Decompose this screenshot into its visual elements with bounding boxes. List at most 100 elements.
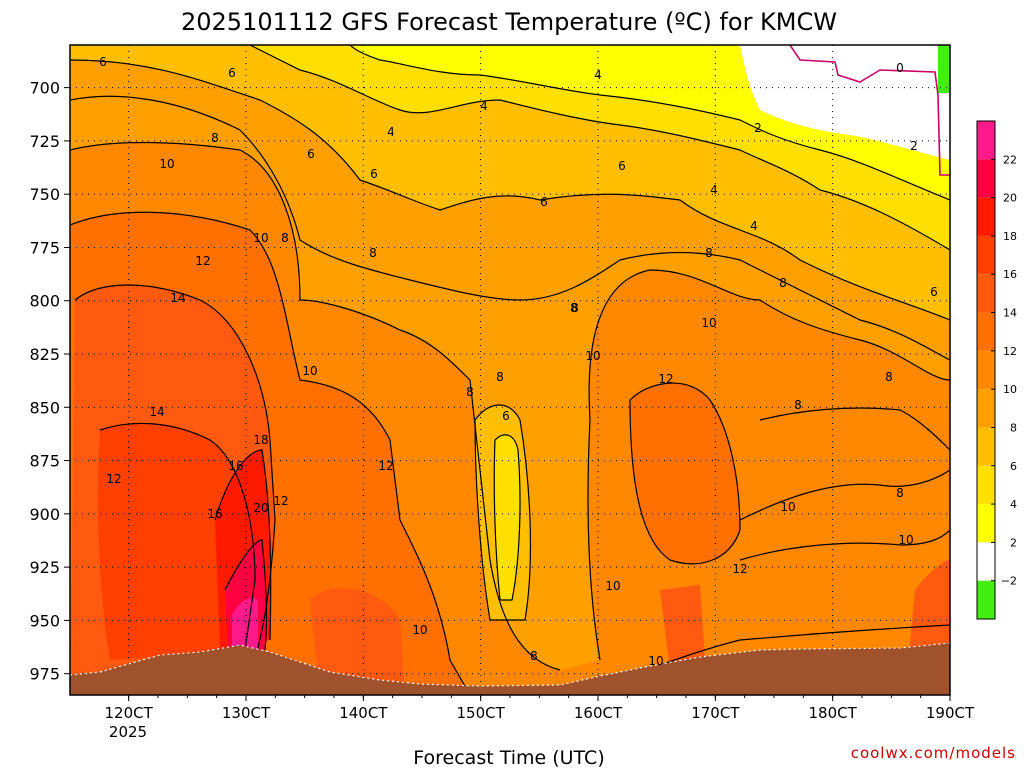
- contour-lines: [70, 45, 950, 695]
- contour-4-mid: [493, 434, 521, 601]
- contour-label: 12: [378, 459, 393, 473]
- contour-12-east: [629, 382, 741, 565]
- colorbar-frame: [976, 120, 996, 620]
- contour-0: [789, 45, 950, 176]
- colorbar-segment: [977, 235, 995, 275]
- y-tick-label: 925: [29, 558, 60, 577]
- colorbar: 22 20 18 16 14 12 10 8 6 4 2 −2: [976, 120, 1017, 620]
- colorbar-segment: [977, 580, 995, 619]
- contour-8-lowright: [739, 469, 950, 521]
- contour-label: 2: [754, 121, 762, 135]
- colorbar-segment: [977, 389, 995, 428]
- contour-16: [99, 422, 256, 651]
- contour-label: 6: [930, 285, 938, 299]
- contour-label: 8: [281, 231, 289, 245]
- contour-label: 6: [502, 409, 510, 423]
- terrain-edge: [70, 642, 950, 687]
- contour-label: 8: [896, 486, 904, 500]
- contour-label: 10: [648, 654, 663, 668]
- contour-6: [70, 59, 950, 321]
- band-below-neg2c: [938, 45, 950, 93]
- chart-title: 2025101112 GFS Forecast Temperature (ºC)…: [181, 8, 837, 36]
- y-tick-label: 975: [29, 665, 60, 684]
- y-axis: 700 725 750 775 800 825 850 875 900 925 950 975: [29, 79, 70, 684]
- y-tick-label: 800: [29, 292, 60, 311]
- contour-label: 16: [228, 459, 243, 473]
- contour-label: 4: [387, 125, 395, 139]
- colorbar-segment: [977, 504, 995, 543]
- contour-12: [70, 211, 471, 695]
- contour-label: 10: [605, 579, 620, 593]
- contour-label: 12: [273, 494, 288, 508]
- contour-2: [349, 45, 950, 201]
- contour-18: [214, 449, 272, 641]
- contour-label: 10: [302, 364, 317, 378]
- band-16c: [98, 423, 255, 660]
- colorbar-segment: [977, 312, 995, 351]
- x-tick-label: 150CT: [457, 704, 506, 722]
- colorbar-label: −2: [1001, 575, 1017, 588]
- contour-label: 8: [570, 301, 578, 315]
- band-14c-east: [660, 585, 705, 670]
- colorbar-label: 14: [1003, 307, 1017, 320]
- contour-label: 14: [149, 405, 164, 419]
- band-14c-small: [310, 588, 405, 695]
- contour-4: [249, 45, 950, 251]
- contour-label: 4: [594, 68, 602, 82]
- contour-label: 6: [228, 66, 236, 80]
- contour-label: 10: [412, 623, 427, 637]
- contour-label: 8: [211, 131, 219, 145]
- colorbar-label: 8: [1010, 421, 1017, 434]
- colorbar-label: 16: [1003, 268, 1017, 281]
- colorbar-segment: [977, 274, 995, 313]
- colorbar-segment: [977, 121, 995, 160]
- contour-8: [70, 95, 950, 361]
- contour-label: 0: [896, 61, 904, 75]
- band-4c-mid: [494, 434, 520, 600]
- contour-label: 10: [701, 316, 716, 330]
- contour-10-right: [739, 529, 950, 561]
- x-tick-label: 140CT: [339, 704, 388, 722]
- contour-label: 16: [207, 507, 222, 521]
- colorbar-segment: [977, 465, 995, 505]
- contour-6-mid: [474, 404, 532, 621]
- contour-label: 10: [159, 157, 174, 171]
- colorbar-label: 18: [1003, 230, 1017, 243]
- contour-label: 8: [885, 370, 893, 384]
- contour-label: 6: [618, 159, 626, 173]
- contour-label: 10: [898, 533, 913, 547]
- y-tick-label: 750: [29, 185, 60, 204]
- contour-label: 6: [370, 167, 378, 181]
- x-tick-sublabel: 2025: [109, 723, 147, 741]
- contour-label: 6: [540, 195, 548, 209]
- contour-label: 4: [480, 99, 488, 113]
- x-tick-label: 130CT: [222, 704, 271, 722]
- contour-label: 12: [658, 372, 673, 386]
- colorbar-label: 12: [1003, 345, 1017, 358]
- colorbar-label: 22: [1003, 153, 1017, 166]
- colorbar-segment: [977, 427, 995, 466]
- y-tick-label: 725: [29, 132, 60, 151]
- colorbar-segment: [977, 350, 995, 390]
- contour-label: 8: [779, 276, 787, 290]
- contour-10: [70, 141, 561, 671]
- colorbar-label: 6: [1010, 460, 1017, 473]
- contour-label: 18: [253, 433, 268, 447]
- contour-label: 10: [253, 231, 268, 245]
- contour-label: 12: [195, 254, 210, 268]
- y-tick-label: 950: [29, 611, 60, 630]
- gridlines: [70, 45, 950, 695]
- contour-label: 4: [710, 183, 718, 197]
- contour-label: 8: [466, 385, 474, 399]
- contour-8-right: [759, 407, 950, 451]
- y-tick-label: 700: [29, 79, 60, 98]
- band-12c-east: [630, 383, 740, 564]
- contour-label: 10: [780, 500, 795, 514]
- colorbar-label: 4: [1010, 498, 1017, 511]
- colorbar-segment: [977, 197, 995, 236]
- colorbar-segment: [977, 159, 995, 198]
- contour-label: 8: [530, 649, 538, 663]
- contour-label: 20: [253, 501, 268, 515]
